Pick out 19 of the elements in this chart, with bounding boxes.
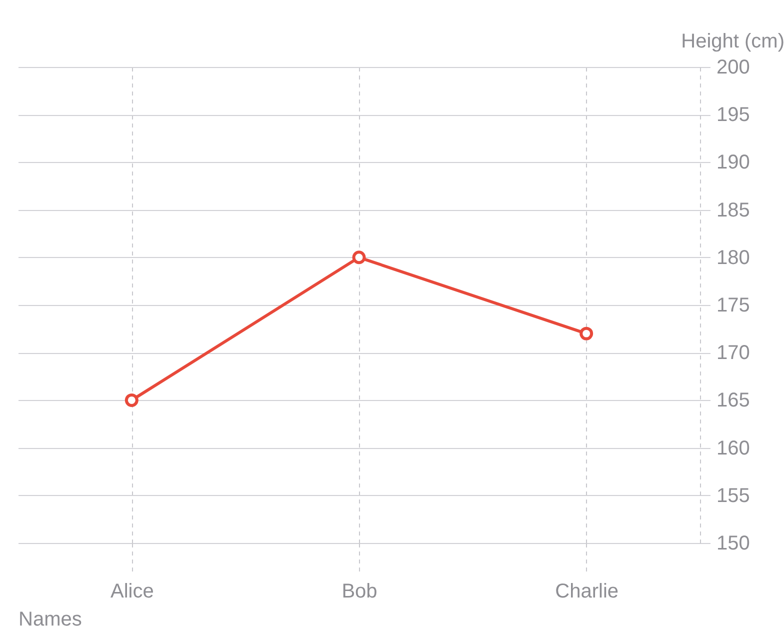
y-tick-label: 165	[716, 390, 750, 412]
y-tick-label: 190	[716, 152, 750, 174]
point	[580, 326, 594, 340]
x-tick-label: Bob	[342, 580, 378, 602]
y-tick-label: 180	[716, 246, 750, 269]
point	[124, 393, 138, 407]
x-tick-label: Charlie	[555, 580, 619, 602]
y-axis-title: Height (cm)	[681, 30, 784, 52]
point	[352, 250, 366, 264]
y-tick-label: 160	[716, 437, 750, 460]
x-axis-title: Names	[18, 608, 82, 626]
y-tick-label: 185	[716, 199, 750, 222]
y-tick-label: 195	[716, 104, 750, 126]
y-tick-label: 200	[716, 56, 750, 78]
x-tick-label: Alice	[110, 580, 154, 602]
y-tick-label: 150	[716, 532, 750, 554]
y-tick-label: 175	[716, 294, 750, 316]
y-tick-label: 170	[716, 342, 750, 364]
y-tick-label: 155	[716, 484, 750, 507]
